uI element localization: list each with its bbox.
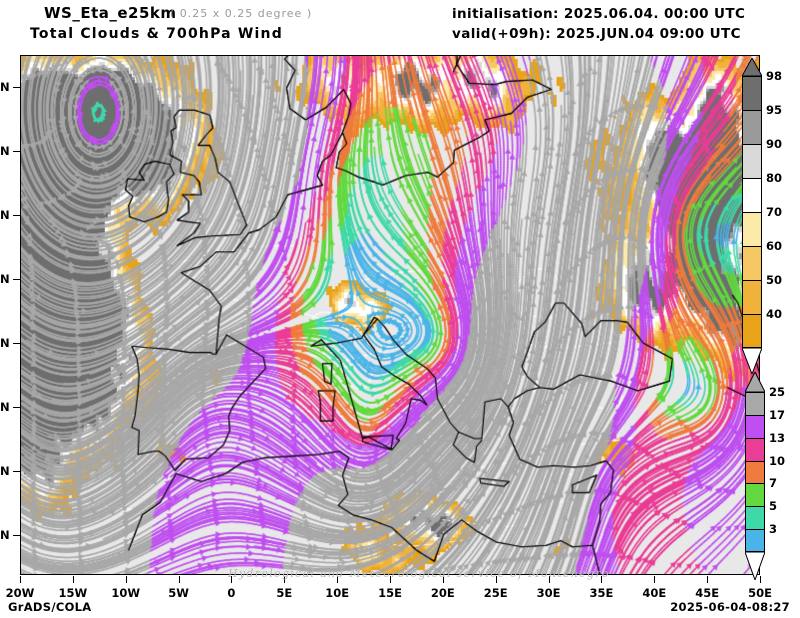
total-cloud-cover-label-90: 90 [766, 137, 783, 151]
x-axis-tick [337, 576, 339, 583]
wind-speed-700hpa-label-5: 5 [769, 499, 778, 514]
wind-speed-700hpa-band-25 [745, 392, 765, 415]
y-axis-tick-label-3: N [0, 272, 10, 286]
total-cloud-cover-label-95: 95 [766, 103, 783, 117]
wind-speed-700hpa-label-25: 25 [769, 385, 786, 399]
wind-speed-700hpa-label-3: 3 [769, 522, 778, 537]
x-axis-tick [601, 576, 603, 583]
total-cloud-cover-label-50: 50 [766, 273, 783, 287]
y-axis-tick-label-2: N [0, 208, 10, 222]
total-cloud-cover-label-40: 40 [766, 307, 783, 321]
wind-speed-700hpa-band-3 [745, 529, 765, 552]
x-axis-tick-label-14: 50E [748, 586, 772, 600]
x-axis-tick-label-5: 5E [276, 586, 293, 600]
x-axis-tick-label-8: 20E [430, 586, 455, 600]
total-cloud-cover-label-98: 98 [766, 69, 783, 83]
y-axis-tick [13, 215, 20, 216]
total-cloud-cover-band-40 [742, 314, 762, 348]
y-axis-tick-label-6: N [0, 464, 10, 478]
wind-speed-700hpa-band-13 [745, 437, 765, 461]
x-axis-tick-label-1: 15W [58, 586, 88, 600]
total-cloud-cover-band-50 [742, 280, 762, 314]
y-axis-tick [13, 151, 20, 152]
x-axis-tick [442, 576, 444, 583]
total-cloud-cover-underflow-arrow-icon [741, 347, 763, 376]
x-axis-tick [231, 576, 233, 583]
wind-speed-700hpa-overflow-arrow-icon [744, 370, 766, 393]
x-axis-tick-label-2: 10W [111, 586, 141, 600]
chart-header: WS_Eta_e25km ( 0.25 x 0.25 degree ) Tota… [0, 0, 800, 52]
x-axis-tick-label-7: 15E [378, 586, 402, 600]
y-axis-tick [13, 87, 20, 88]
y-axis-tick-label-1: N [0, 144, 10, 158]
x-axis-tick [20, 576, 21, 583]
cloud-cover-colorbar: 40 50 60 70 80 90 95 98 [741, 56, 782, 376]
wind-speed-700hpa-band-7 [745, 483, 765, 507]
y-axis-tick [13, 279, 20, 280]
wind-speed-700hpa-label-13: 13 [769, 430, 786, 445]
x-axis-tick [654, 576, 656, 583]
wind-speed-700hpa-band-17 [745, 414, 765, 438]
y-axis-tick [13, 535, 20, 536]
render-timestamp-label: 2025-06-04-08:27 [670, 600, 790, 614]
x-axis-tick-label-12: 40E [642, 586, 667, 600]
x-axis-tick-label-0: 20W [5, 586, 35, 600]
weather-map-canvas [21, 56, 759, 574]
wind-speed-700hpa-label-10: 10 [769, 453, 786, 468]
x-axis-tick [495, 576, 497, 583]
x-axis-tick [125, 576, 127, 583]
x-axis-tick [284, 576, 286, 583]
y-axis-tick-label-7: N [0, 528, 10, 542]
x-axis-tick-label-11: 35E [589, 586, 614, 600]
map-plot-area [20, 55, 760, 575]
valid-time-label: valid(+09h): 2025.JUN.04 09:00 UTC [452, 26, 741, 42]
x-axis-tick [707, 576, 709, 583]
y-axis-tick [13, 343, 20, 344]
x-axis-tick-label-6: 10E [325, 586, 350, 600]
resolution-label: ( 0.25 x 0.25 degree ) [170, 7, 313, 20]
x-axis-tick [178, 576, 180, 583]
x-axis-tick-label-10: 30E [536, 586, 561, 600]
wind-speed-700hpa-underflow-arrow-icon [744, 551, 766, 582]
wind-speed-colorbar: 3 5 7 10 13 17 25 [744, 370, 785, 582]
total-cloud-cover-band-80 [742, 178, 762, 212]
total-cloud-cover-band-60 [742, 246, 762, 280]
total-cloud-cover-overflow-arrow-icon [741, 56, 763, 77]
y-axis-tick [13, 407, 20, 408]
y-axis-tick [13, 471, 20, 472]
total-cloud-cover-label-80: 80 [766, 171, 783, 185]
x-axis-tick-label-9: 25E [483, 586, 508, 600]
watermark-text: Hydrological and Meteorological service … [228, 567, 610, 580]
x-axis-tick [548, 576, 550, 583]
y-axis-tick-label-0: N [0, 80, 10, 94]
x-axis-tick [72, 576, 74, 583]
model-name-label: WS_Eta_e25km [44, 4, 177, 22]
y-axis-tick-label-5: N [0, 400, 10, 414]
total-cloud-cover-band-90 [742, 144, 762, 178]
total-cloud-cover-band-98 [742, 76, 762, 110]
wind-speed-700hpa-label-17: 17 [769, 407, 786, 422]
wind-speed-700hpa-band-5 [745, 506, 765, 530]
x-axis-tick-label-13: 45E [695, 586, 720, 600]
y-axis-tick-label-4: N [0, 336, 10, 350]
x-axis-tick-label-3: 5W [168, 586, 189, 600]
x-axis-tick [760, 576, 761, 583]
wind-speed-700hpa-band-10 [745, 460, 765, 484]
grads-engine-label: GrADS/COLA [8, 600, 92, 614]
initialisation-label: initialisation: 2025.06.04. 00:00 UTC [452, 6, 746, 22]
total-cloud-cover-band-70 [742, 212, 762, 246]
total-cloud-cover-label-60: 60 [766, 239, 783, 253]
total-cloud-cover-band-95 [742, 110, 762, 144]
x-axis-tick [390, 576, 391, 583]
x-axis-tick-label-4: 0 [227, 586, 236, 600]
wind-speed-700hpa-label-7: 7 [769, 476, 778, 491]
total-cloud-cover-label-70: 70 [766, 205, 783, 219]
field-title-label: Total Clouds & 700hPa Wind [30, 26, 283, 42]
